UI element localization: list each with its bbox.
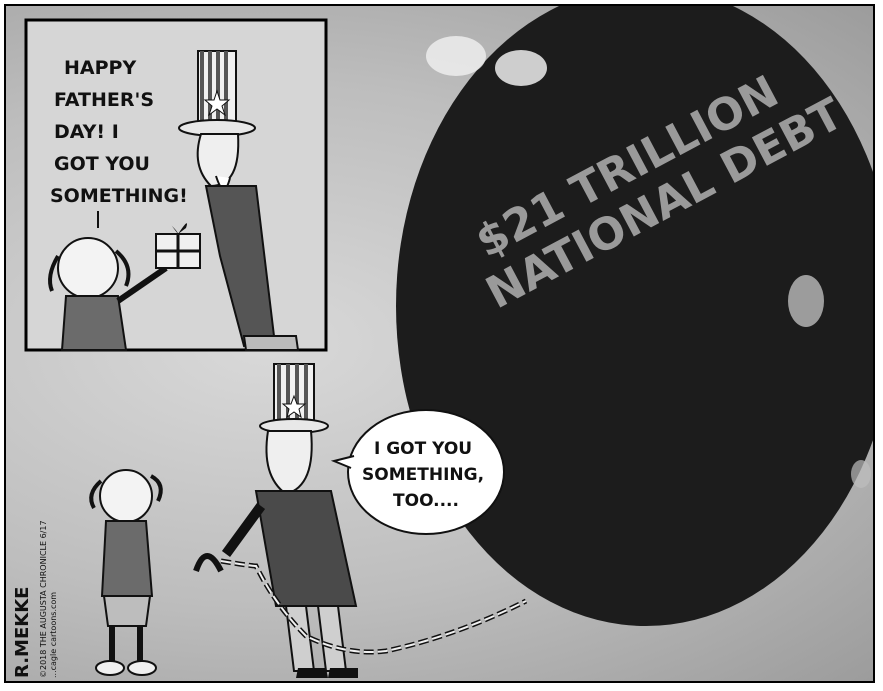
- main-speech-line-2: SOMETHING,: [362, 465, 484, 485]
- inset-speech-line-4: GOT YOU: [54, 153, 150, 175]
- inset-speech-line-3: DAY! I: [54, 121, 119, 143]
- syndicate-site: ...cagle cartoons.com: [49, 592, 58, 678]
- main-speech: I GOT YOU SOMETHING, TOO....: [362, 439, 490, 511]
- inset-speech: HAPPY FATHER'S DAY! I GOT YOU SOMETHING!: [50, 57, 188, 207]
- inset-speech-line-5: SOMETHING!: [50, 185, 188, 207]
- inset-speech-line-2: FATHER'S: [54, 89, 154, 111]
- inset-speech-line-1: HAPPY: [64, 57, 136, 79]
- cartoon-frame: $21 TRILLION NATIONAL DEBT HAPPY FATHER'…: [4, 4, 875, 683]
- debt-ball: $21 TRILLION NATIONAL DEBT: [396, 6, 873, 626]
- uncle-sam-main: [221, 363, 358, 678]
- girl-main: [89, 469, 163, 676]
- girl-inset: [48, 237, 168, 351]
- shackle-chain: [193, 553, 528, 655]
- signature-block: R.MEKKE ©2018 THE AUGUSTA CHRONICLE 6/17…: [12, 520, 58, 678]
- copyright-credit: ©2018 THE AUGUSTA CHRONICLE 6/17: [39, 520, 48, 678]
- speech-bubble-main: I GOT YOU SOMETHING, TOO....: [330, 409, 505, 535]
- main-speech-line-3: TOO....: [393, 491, 459, 511]
- gift-icon: [155, 223, 201, 269]
- uncle-sam-inset: [178, 50, 300, 351]
- inset-panel: HAPPY FATHER'S DAY! I GOT YOU SOMETHING!: [24, 18, 328, 352]
- cartoon-scene: $21 TRILLION NATIONAL DEBT HAPPY FATHER'…: [12, 6, 873, 678]
- artist-signature: R.MEKKE: [12, 587, 33, 678]
- main-speech-line-1: I GOT YOU: [374, 439, 472, 459]
